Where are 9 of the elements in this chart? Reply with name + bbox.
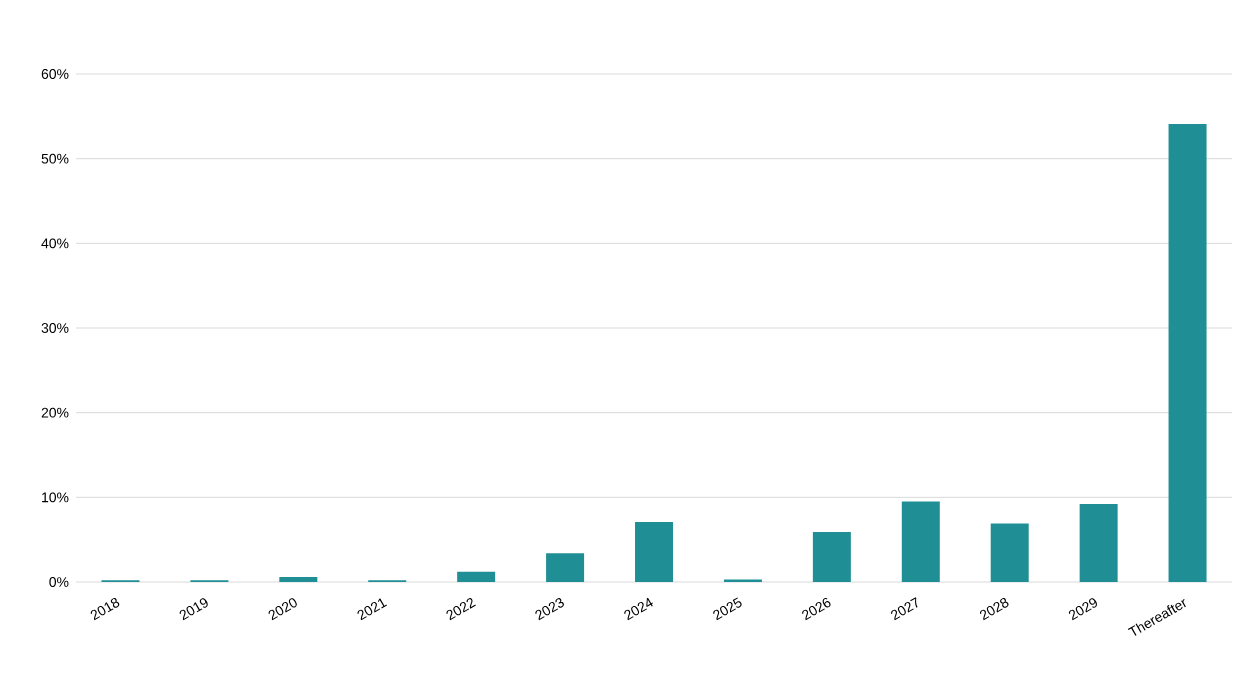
bar bbox=[990, 523, 1029, 582]
bar bbox=[812, 532, 851, 582]
bar bbox=[279, 576, 318, 582]
bar bbox=[1079, 504, 1118, 582]
bar bbox=[901, 501, 940, 582]
bar bbox=[546, 553, 585, 582]
bar bbox=[635, 521, 674, 582]
bar bbox=[1168, 123, 1207, 582]
bar bbox=[457, 571, 496, 582]
